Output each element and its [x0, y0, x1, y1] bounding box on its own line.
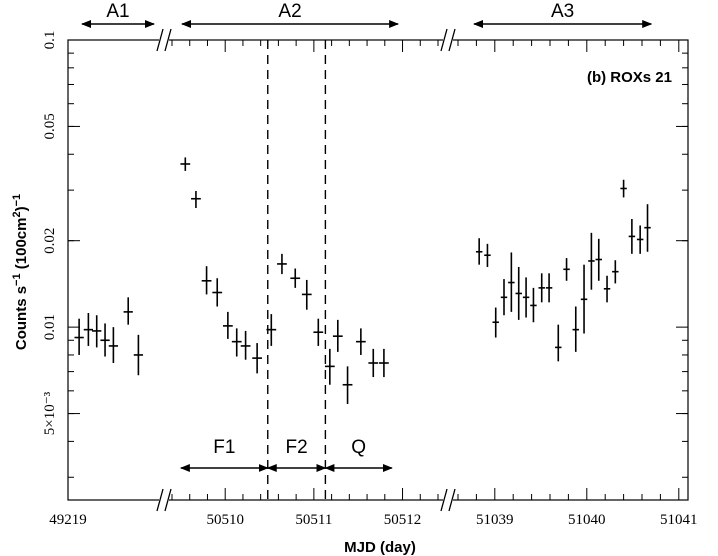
- period-label: F2: [285, 437, 307, 458]
- data-point: [500, 279, 508, 316]
- data-point: [492, 307, 499, 338]
- data-point: [484, 243, 491, 267]
- axis-break-mark: [164, 488, 172, 512]
- data-point: [508, 252, 515, 312]
- x-tick-label: 51039: [476, 512, 514, 528]
- panel-annotation: (b) ROXs 21: [587, 69, 672, 86]
- data-point: [355, 328, 366, 355]
- data-point: [612, 260, 619, 284]
- period-label: A3: [551, 1, 574, 22]
- x-axis-title: MJD (day): [344, 539, 416, 556]
- y-tick-label: 0.01: [42, 314, 58, 340]
- data-point: [108, 327, 119, 364]
- data-point: [290, 268, 301, 288]
- axis-break-mark: [156, 488, 164, 512]
- data-point: [545, 273, 553, 303]
- axis-break-mark: [164, 28, 172, 52]
- period-label: A2: [278, 1, 301, 22]
- data-point: [222, 311, 233, 339]
- period-a1: A1: [81, 1, 155, 28]
- y-tick-label: 0.02: [42, 228, 58, 254]
- data-point: [522, 277, 530, 318]
- plot-frame: [67, 39, 689, 501]
- data-point: [100, 323, 110, 357]
- data-point: [342, 366, 353, 404]
- data-point: [191, 190, 201, 208]
- axis-break-mark: [448, 28, 456, 52]
- data-point: [563, 258, 570, 281]
- x-tick-label: 51041: [660, 512, 698, 528]
- data-point: [572, 306, 579, 352]
- data-point: [603, 275, 611, 303]
- x-tick-label: 50511: [295, 512, 332, 528]
- data-point: [123, 297, 133, 325]
- x-tick-label: 51040: [568, 512, 606, 528]
- data-point: [301, 279, 312, 310]
- y-axis-title: Counts s−1 (100cm2)−1: [11, 194, 30, 350]
- period-label: A1: [106, 1, 129, 22]
- period-a3: A3: [473, 1, 653, 28]
- axis-break-mark: [156, 28, 164, 52]
- data-point: [313, 318, 324, 346]
- data-point: [595, 238, 602, 281]
- period-q: Q: [324, 437, 393, 472]
- y-tick-label: 0.1: [42, 31, 58, 50]
- data-point: [92, 315, 102, 348]
- axis-break-mask: [443, 488, 453, 512]
- data-point: [538, 273, 545, 303]
- data-point: [332, 319, 343, 352]
- period-f1: F1: [179, 437, 269, 472]
- y-tick-label: 5×10⁻³: [42, 391, 58, 435]
- data-point: [644, 204, 651, 252]
- data-point: [324, 348, 335, 385]
- data-point: [368, 348, 379, 378]
- data-point: [240, 330, 251, 360]
- axis-break-mask: [159, 488, 169, 512]
- period-label: F1: [213, 437, 235, 458]
- data-point: [555, 324, 562, 362]
- data-point: [530, 287, 537, 323]
- period-label: Q: [351, 437, 366, 458]
- data-point: [475, 238, 483, 265]
- period-f2: F2: [266, 437, 327, 472]
- data-point: [74, 318, 84, 355]
- axis-break-mark: [448, 488, 456, 512]
- data-point: [379, 348, 389, 378]
- axis-break-mask: [159, 28, 169, 52]
- data-point: [212, 278, 223, 307]
- data-point: [515, 266, 522, 320]
- data-point: [628, 219, 636, 254]
- x-tick-label: 50510: [206, 512, 244, 528]
- data-point: [277, 253, 287, 275]
- axis-break-mark: [440, 28, 448, 52]
- data-point: [201, 266, 212, 295]
- data-point: [133, 334, 144, 376]
- period-a2: A2: [181, 1, 400, 28]
- data-point: [588, 232, 595, 290]
- axis-break-mark: [440, 488, 448, 512]
- x-tick-label: 50512: [384, 512, 422, 528]
- x-tick-label: 49219: [49, 512, 87, 528]
- y-tick-label: 0.05: [42, 113, 58, 139]
- data-point: [180, 157, 191, 171]
- data-point: [231, 328, 242, 357]
- data-point: [620, 179, 627, 198]
- data-point: [252, 343, 262, 374]
- axis-break-mask: [443, 28, 453, 52]
- data-point: [636, 225, 644, 254]
- data-point: [580, 264, 588, 334]
- data-point: [83, 312, 94, 346]
